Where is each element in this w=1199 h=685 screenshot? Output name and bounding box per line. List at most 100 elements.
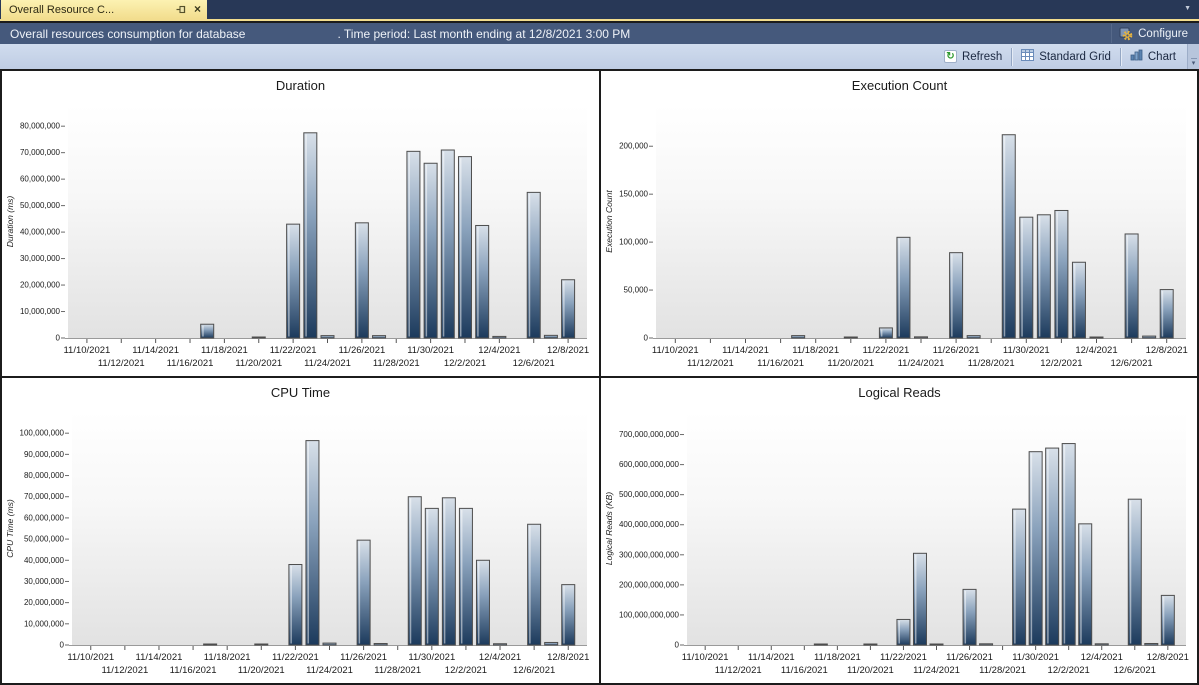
y-tick-label: 100,000,000 [20, 429, 65, 438]
bar[interactable] [492, 335, 507, 339]
bar[interactable] [254, 643, 269, 646]
x-tick-label: 12/4/2021 [1075, 345, 1117, 356]
x-tick-label: 11/14/2021 [722, 345, 769, 356]
bar[interactable] [895, 236, 910, 339]
y-tick-label: 100,000,000,000 [618, 610, 679, 619]
bar[interactable] [526, 191, 541, 339]
bar[interactable] [305, 440, 320, 646]
bar[interactable] [203, 643, 218, 646]
chart-title: Duration [276, 78, 325, 93]
refresh-button[interactable]: ↻ Refresh [936, 47, 1010, 67]
bar[interactable] [543, 334, 558, 339]
document-tab[interactable]: Overall Resource C... × [1, 0, 207, 19]
bar[interactable] [1061, 443, 1076, 646]
bar[interactable] [1071, 261, 1086, 339]
x-tick-label: 11/26/2021 [338, 345, 385, 356]
bar[interactable] [441, 497, 456, 646]
toolbar-overflow-button[interactable]: ▾ [1187, 44, 1199, 69]
bar[interactable] [1036, 214, 1051, 339]
bar[interactable] [1124, 233, 1139, 339]
bar[interactable] [966, 335, 981, 339]
bar[interactable] [1011, 508, 1026, 646]
bar[interactable] [322, 642, 337, 646]
bar[interactable] [424, 507, 439, 646]
bar[interactable] [1018, 216, 1033, 339]
bar[interactable] [561, 584, 576, 646]
bar[interactable] [978, 643, 993, 646]
bar[interactable] [288, 564, 303, 646]
bar[interactable] [320, 335, 335, 339]
configure-button[interactable]: Configure [1111, 24, 1195, 43]
bar[interactable] [913, 336, 928, 339]
x-tick-label: 12/2/2021 [444, 358, 486, 369]
bar[interactable] [372, 335, 387, 339]
x-tick-label: 12/2/2021 [1047, 665, 1089, 676]
bar[interactable] [493, 643, 508, 646]
x-tick-label: 12/4/2021 [479, 652, 521, 663]
x-tick-label: 11/26/2021 [946, 652, 993, 663]
bar[interactable] [458, 507, 473, 646]
bar[interactable] [843, 336, 858, 339]
bar[interactable] [423, 162, 438, 339]
standard-grid-button[interactable]: Standard Grid [1013, 47, 1119, 67]
y-tick-label: 50,000,000 [20, 201, 61, 210]
bar[interactable] [929, 643, 943, 646]
x-tick-label: 11/26/2021 [932, 345, 979, 356]
bar[interactable] [1159, 289, 1174, 339]
bar[interactable] [962, 588, 977, 646]
bar[interactable] [895, 618, 910, 646]
bar[interactable] [457, 156, 472, 339]
chart-button[interactable]: Chart [1122, 47, 1184, 67]
bar[interactable] [1053, 209, 1068, 339]
bar[interactable] [948, 252, 963, 339]
bar[interactable] [1088, 336, 1103, 339]
y-tick-label: 0 [60, 641, 65, 650]
bar[interactable] [813, 643, 828, 646]
bar[interactable] [1160, 594, 1175, 646]
bar[interactable] [790, 335, 805, 339]
bar[interactable] [1028, 451, 1043, 646]
bar[interactable] [1094, 643, 1109, 646]
chart-panel-duration: Duration 0 10,000,000 20,000,000 30,000,000 4… [2, 71, 599, 376]
y-tick-label: 500,000,000,000 [618, 490, 679, 499]
bar[interactable] [286, 223, 301, 339]
chart-title: Execution Count [851, 78, 947, 93]
bar[interactable] [303, 132, 318, 339]
bar[interactable] [373, 643, 388, 646]
bar[interactable] [1141, 335, 1156, 339]
close-icon[interactable]: × [193, 2, 201, 16]
bar[interactable] [406, 150, 421, 339]
standard-grid-label: Standard Grid [1039, 50, 1111, 63]
tab-list-dropdown-icon[interactable]: ▼ [1184, 5, 1191, 12]
bar[interactable] [878, 327, 893, 339]
bar[interactable] [1001, 134, 1016, 339]
bar[interactable] [200, 323, 215, 339]
bar[interactable] [527, 523, 542, 646]
pin-icon[interactable] [176, 4, 187, 15]
x-tick-label: 11/16/2021 [170, 665, 217, 676]
y-tick-label: 20,000,000 [24, 598, 65, 607]
bar[interactable] [1143, 642, 1158, 646]
x-tick-label: 12/8/2021 [1145, 345, 1187, 356]
bar[interactable] [475, 224, 490, 339]
bar[interactable] [475, 559, 490, 646]
x-tick-label: 11/26/2021 [340, 652, 387, 663]
bar[interactable] [251, 336, 266, 339]
y-tick-label: 40,000,000 [20, 228, 61, 237]
bar[interactable] [356, 539, 371, 646]
y-tick-label: 90,000,000 [24, 450, 65, 459]
bar[interactable] [440, 149, 455, 339]
bar[interactable] [1077, 523, 1092, 646]
bar[interactable] [544, 641, 559, 646]
x-tick-label: 11/28/2021 [967, 358, 1014, 369]
bar[interactable] [354, 222, 369, 339]
x-tick-label: 12/6/2021 [513, 358, 555, 369]
bar[interactable] [912, 552, 927, 646]
bar[interactable] [561, 279, 576, 339]
x-tick-label: 11/18/2021 [201, 345, 248, 356]
y-tick-label: 70,000,000 [24, 492, 65, 501]
bar[interactable] [862, 643, 877, 646]
bar[interactable] [1044, 447, 1059, 646]
bar[interactable] [407, 496, 422, 646]
bar[interactable] [1127, 498, 1142, 646]
